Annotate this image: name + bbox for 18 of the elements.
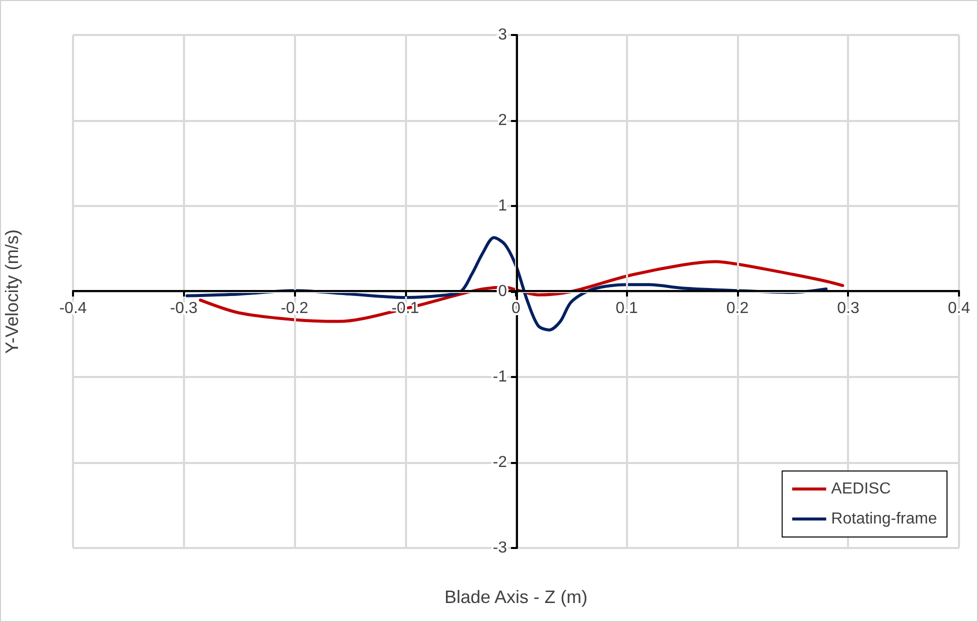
- x-axis-title: Blade Axis - Z (m): [444, 587, 588, 607]
- x-tick-label: -0.3: [170, 300, 198, 317]
- y-axis-title: Y-Velocity (m/s): [2, 229, 22, 354]
- y-tick-label: 0: [498, 283, 508, 300]
- legend-label: AEDISC: [831, 480, 891, 498]
- x-tick-label: 0.4: [948, 300, 970, 317]
- x-tick-label: -0.2: [280, 300, 308, 317]
- y-tick-label: 1: [498, 198, 508, 214]
- x-tick-label: 0.3: [837, 300, 860, 317]
- x-tick-label: 0.1: [616, 300, 638, 317]
- y-tick-label: -3: [492, 540, 508, 556]
- y-tick-label: 2: [498, 112, 508, 129]
- y-tick-label: 3: [498, 26, 508, 44]
- x-tick-label: -0.4: [59, 300, 87, 317]
- y-tick-label: -1: [492, 368, 508, 386]
- x-tick-label: 0.2: [726, 300, 749, 317]
- legend-label: Rotating-frame: [831, 510, 938, 528]
- y-tick-label: -2: [492, 454, 508, 471]
